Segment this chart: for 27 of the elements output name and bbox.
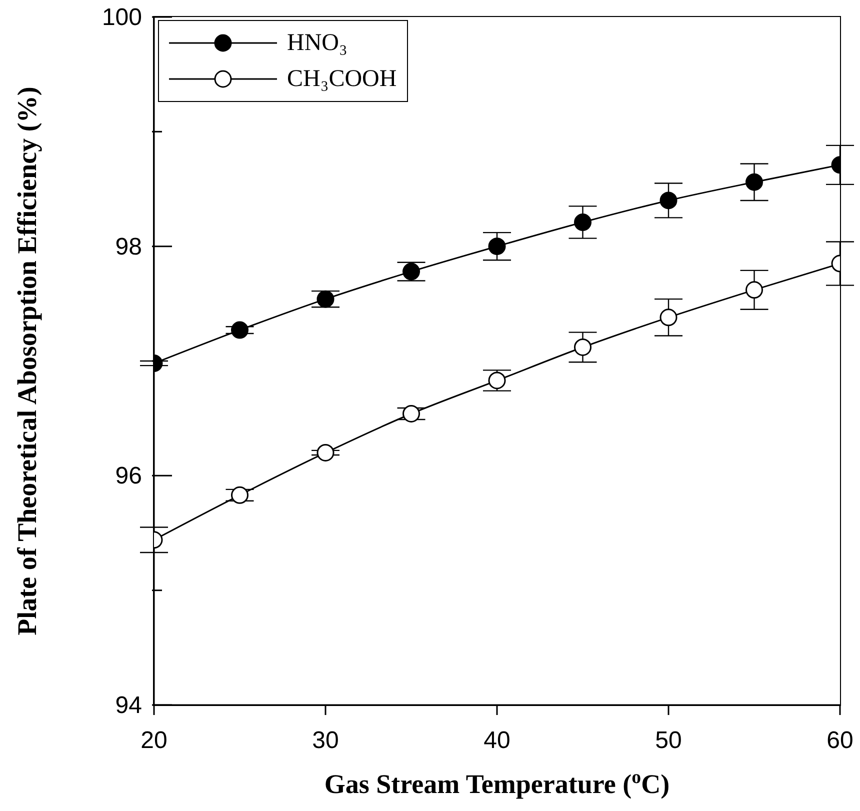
legend-label: CH₃COOH [287,66,397,92]
point [488,238,506,256]
x-tick-label: 50 [655,727,682,754]
point [231,486,248,504]
point [231,321,248,339]
point [488,372,506,390]
point [660,192,678,210]
y-tick-label: 94 [115,692,142,719]
point [746,173,763,191]
x-axis-title: Gas Stream Temperature ($^{o}$C) [324,766,670,799]
y-tick-label: 100 [102,4,142,31]
x-tick-label: 20 [140,727,168,754]
point [316,290,334,308]
point [402,262,420,280]
point [402,404,420,422]
y-tick-label: 96 [115,462,142,490]
point [574,214,592,232]
legend-label: HNO₃ [287,30,348,56]
point [660,308,678,326]
x-tick-label: 30 [312,727,339,754]
point [316,444,334,462]
y-axis-title: Plate of Theoretical Abosorption Efficiency (%) [12,86,42,636]
point [574,338,592,356]
point [746,281,763,299]
y-tick-label: 98 [115,233,142,260]
x-tick-label: 60 [826,727,854,754]
x-tick-label: 40 [484,727,510,754]
